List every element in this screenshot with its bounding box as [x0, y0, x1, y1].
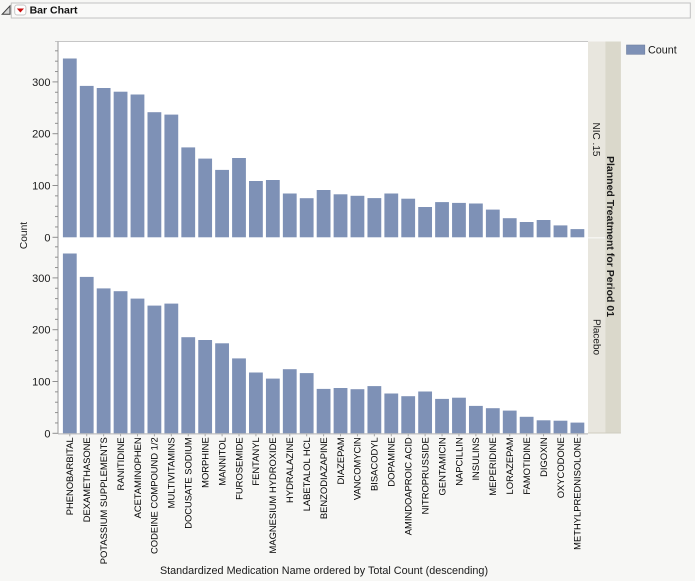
svg-text:0: 0 — [44, 428, 50, 440]
svg-text:300: 300 — [32, 273, 50, 285]
svg-text:PHENOBARBITAL: PHENOBARBITAL — [64, 437, 75, 515]
svg-text:CODEINE COMPOUND 1/2: CODEINE COMPOUND 1/2 — [149, 437, 160, 554]
svg-text:FAMOTIDINE: FAMOTIDINE — [521, 437, 532, 494]
svg-text:NAPCILLIN: NAPCILLIN — [453, 437, 464, 485]
svg-text:100: 100 — [32, 181, 50, 193]
svg-text:MULTIVITAMINS: MULTIVITAMINS — [166, 437, 177, 508]
svg-text:POTASSIUM SUPPLEMENTS: POTASSIUM SUPPLEMENTS — [98, 437, 109, 564]
svg-text:MANNITOL: MANNITOL — [216, 437, 227, 485]
svg-text:MORPHINE: MORPHINE — [199, 437, 210, 488]
svg-text:Planned Treatment for Period 0: Planned Treatment for Period 01 — [604, 156, 616, 317]
svg-text:DOPAMINE: DOPAMINE — [386, 437, 397, 486]
svg-text:BENZODIAZAPINE: BENZODIAZAPINE — [318, 437, 329, 519]
svg-text:MEPERIDINE: MEPERIDINE — [487, 437, 498, 495]
svg-text:DOCUSATE SODIUM: DOCUSATE SODIUM — [183, 437, 194, 529]
svg-text:200: 200 — [32, 325, 50, 337]
svg-text:HYDRALAZINE: HYDRALAZINE — [284, 437, 295, 503]
svg-text:Count: Count — [19, 222, 30, 249]
svg-text:OXYCODONE: OXYCODONE — [555, 437, 566, 498]
svg-text:0: 0 — [44, 232, 50, 244]
svg-text:GENTAMICIN: GENTAMICIN — [436, 437, 447, 495]
svg-text:300: 300 — [32, 77, 50, 89]
svg-text:FUROSEMIDE: FUROSEMIDE — [233, 437, 244, 500]
svg-text:200: 200 — [32, 129, 50, 141]
svg-text:BISACODYL: BISACODYL — [369, 437, 380, 491]
svg-text:DIGOXIN: DIGOXIN — [538, 437, 549, 477]
svg-text:ACETAMINOPHEN: ACETAMINOPHEN — [132, 437, 143, 518]
svg-text:100: 100 — [32, 377, 50, 389]
svg-text:NITROPRUSSIDE: NITROPRUSSIDE — [419, 437, 430, 514]
svg-text:Count: Count — [648, 45, 677, 57]
svg-text:Bar Chart: Bar Chart — [30, 5, 78, 17]
svg-text:NIC .15: NIC .15 — [590, 123, 601, 157]
svg-text:Standardized Medication Name o: Standardized Medication Name ordered by … — [160, 565, 488, 577]
svg-text:DIAZEPAM: DIAZEPAM — [335, 437, 346, 484]
svg-text:INSULINS: INSULINS — [470, 437, 481, 480]
svg-text:MAGNESIUM HYDROXIDE: MAGNESIUM HYDROXIDE — [267, 437, 278, 553]
svg-text:METHYLPREDNISOLONE: METHYLPREDNISOLONE — [572, 437, 583, 550]
svg-text:RANITIDINE: RANITIDINE — [115, 437, 126, 490]
svg-text:LABETALOL HCL: LABETALOL HCL — [301, 437, 312, 511]
svg-text:AMINDOAPROIC ACID: AMINDOAPROIC ACID — [403, 437, 414, 535]
svg-text:LORAZEPAM: LORAZEPAM — [504, 437, 515, 494]
svg-text:VANCOMYCIN: VANCOMYCIN — [352, 437, 363, 500]
svg-text:FENTANYL: FENTANYL — [250, 437, 261, 485]
svg-text:DEXAMETHASONE: DEXAMETHASONE — [81, 437, 92, 522]
svg-text:Placebo: Placebo — [590, 319, 601, 356]
